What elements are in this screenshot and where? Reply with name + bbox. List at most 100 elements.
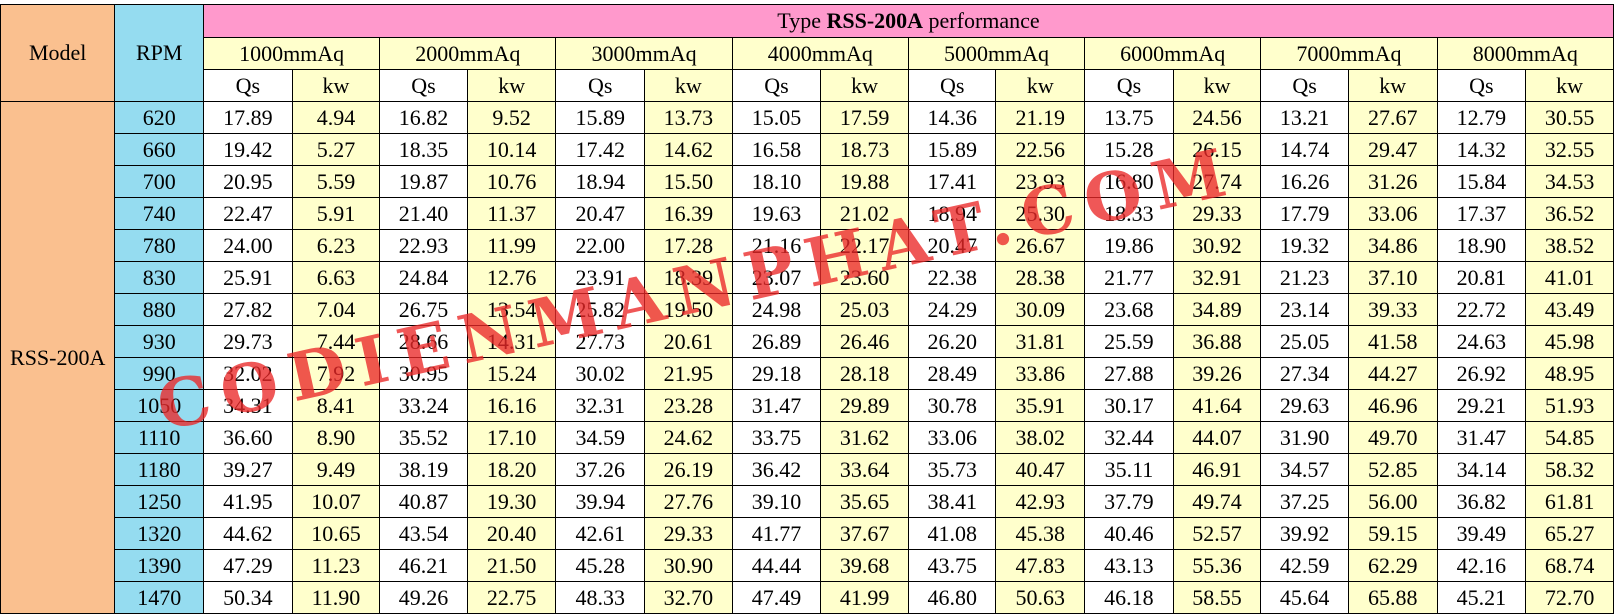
kw-cell: 25.30 [995, 197, 1086, 230]
kw-cell: 37.10 [1347, 261, 1438, 294]
qs-cell: 31.90 [1260, 421, 1349, 454]
kw-cell: 32.91 [1172, 261, 1262, 294]
qs-cell: 21.16 [731, 229, 822, 262]
kw-cell: 42.93 [995, 485, 1086, 518]
kw-cell: 65.88 [1347, 581, 1438, 614]
kw-cell: 22.17 [820, 229, 909, 262]
kw-cell: 10.65 [291, 517, 381, 550]
kw-cell: 7.04 [291, 293, 381, 326]
qs-cell: 48.33 [555, 581, 646, 614]
title-suffix: performance [928, 8, 1040, 33]
qs-cell: 15.89 [907, 133, 997, 166]
kw-cell: 6.63 [291, 261, 381, 294]
qs-cell: 15.84 [1436, 165, 1527, 198]
pressure-header: 8000mmAq [1436, 37, 1614, 70]
kw-cell: 31.81 [995, 325, 1086, 358]
qs-cell: 19.87 [379, 165, 468, 198]
kw-cell: 29.33 [1172, 197, 1262, 230]
kw-cell: 39.26 [1172, 357, 1262, 390]
kw-subheader: kw [820, 69, 909, 102]
rpm-cell: 1320 [114, 517, 205, 550]
kw-cell: 20.40 [466, 517, 557, 550]
qs-subheader: Qs [379, 69, 468, 102]
qs-cell: 29.63 [1260, 389, 1349, 422]
qs-cell: 24.84 [379, 261, 468, 294]
title-row: Model RPM Type RSS-200A performance [0, 4, 1614, 102]
qs-cell: 22.38 [907, 261, 997, 294]
qs-cell: 32.02 [203, 357, 293, 390]
kw-cell: 15.24 [466, 357, 557, 390]
qs-cell: 16.26 [1260, 165, 1349, 198]
kw-cell: 44.07 [1172, 421, 1262, 454]
kw-cell: 24.62 [644, 421, 733, 454]
kw-cell: 19.50 [644, 293, 733, 326]
qs-cell: 23.68 [1084, 293, 1174, 326]
kw-cell: 6.23 [291, 229, 381, 262]
table-row: 1110 36.60 8.90 35.52 17.10 34.59 24.62 33.75 31… [1, 421, 1614, 454]
qs-cell: 17.89 [203, 101, 293, 134]
kw-cell: 25.03 [820, 293, 909, 326]
qs-cell: 24.63 [1436, 325, 1527, 358]
qs-cell: 32.44 [1084, 421, 1174, 454]
kw-cell: 49.70 [1347, 421, 1438, 454]
kw-cell: 26.15 [1172, 133, 1262, 166]
kw-cell: 5.59 [291, 165, 381, 198]
qs-cell: 23.14 [1260, 293, 1349, 326]
kw-cell: 36.88 [1172, 325, 1262, 358]
qs-cell: 49.26 [379, 581, 468, 614]
rpm-cell: 1250 [114, 485, 205, 518]
kw-cell: 29.47 [1347, 133, 1438, 166]
qs-subheader: Qs [1084, 69, 1174, 102]
qs-cell: 18.94 [907, 197, 997, 230]
qs-cell: 21.23 [1260, 261, 1349, 294]
table-row: 1250 41.95 10.07 40.87 19.30 39.94 27.76 39.10 3… [1, 485, 1614, 518]
kw-cell: 26.46 [820, 325, 909, 358]
table-row: 1390 47.29 11.23 46.21 21.50 45.28 30.90 44.44 3… [1, 549, 1614, 582]
kw-cell: 23.93 [995, 165, 1086, 198]
qs-cell: 39.94 [555, 485, 646, 518]
kw-cell: 12.76 [466, 261, 557, 294]
qs-cell: 43.75 [907, 549, 997, 582]
kw-cell: 21.50 [466, 549, 557, 582]
kw-cell: 7.44 [291, 325, 381, 358]
kw-cell: 35.65 [820, 485, 909, 518]
table-row: 880 27.82 7.04 26.75 13.54 25.82 19.50 24.98 25.… [1, 293, 1614, 326]
qs-cell: 18.33 [1084, 197, 1174, 230]
qs-cell: 36.82 [1436, 485, 1527, 518]
qs-cell: 23.07 [731, 261, 822, 294]
qs-cell: 26.89 [731, 325, 822, 358]
kw-cell: 54.85 [1525, 421, 1614, 454]
kw-cell: 17.28 [644, 229, 733, 262]
qs-cell: 22.47 [203, 197, 293, 230]
qs-cell: 39.92 [1260, 517, 1349, 550]
rpm-cell: 930 [114, 325, 205, 358]
kw-cell: 49.74 [1172, 485, 1262, 518]
rpm-cell: 700 [114, 165, 205, 198]
pressure-header: 1000mmAq [203, 37, 381, 70]
qs-cell: 23.91 [555, 261, 646, 294]
qs-cell: 47.49 [731, 581, 822, 614]
qs-cell: 35.11 [1084, 453, 1174, 486]
table-row: 660 19.42 5.27 18.35 10.14 17.42 14.62 16.58 18.… [1, 133, 1614, 166]
pressure-header: 3000mmAq [555, 37, 733, 70]
qs-subheader: Qs [731, 69, 822, 102]
qs-cell: 41.08 [907, 517, 997, 550]
kw-cell: 11.23 [291, 549, 381, 582]
qs-cell: 37.26 [555, 453, 646, 486]
qs-cell: 20.47 [907, 229, 997, 262]
rpm-cell: 620 [114, 101, 205, 134]
kw-cell: 56.00 [1347, 485, 1438, 518]
table-row: 700 20.95 5.59 19.87 10.76 18.94 15.50 18.10 19.… [1, 165, 1614, 198]
kw-cell: 45.98 [1525, 325, 1614, 358]
qs-cell: 26.20 [907, 325, 997, 358]
kw-cell: 11.90 [291, 581, 381, 614]
qs-cell: 44.44 [731, 549, 822, 582]
kw-cell: 38.52 [1525, 229, 1614, 262]
kw-cell: 4.94 [291, 101, 381, 134]
kw-cell: 59.15 [1347, 517, 1438, 550]
kw-cell: 37.67 [820, 517, 909, 550]
kw-cell: 72.70 [1525, 581, 1614, 614]
table-row: 740 22.47 5.91 21.40 11.37 20.47 16.39 19.63 21.… [1, 197, 1614, 230]
kw-cell: 32.70 [644, 581, 733, 614]
qs-cell: 34.14 [1436, 453, 1527, 486]
